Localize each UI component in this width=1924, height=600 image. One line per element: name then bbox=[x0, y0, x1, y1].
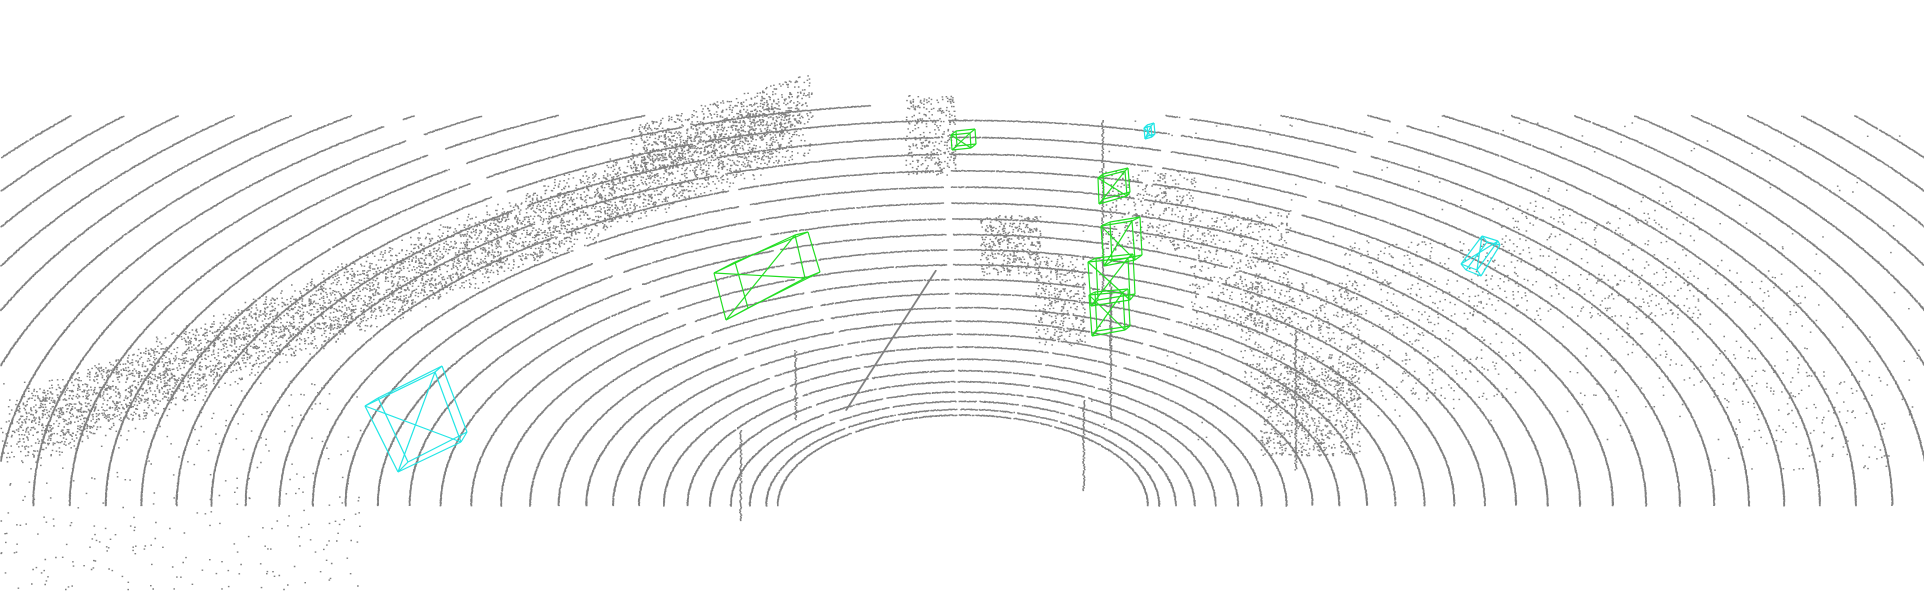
lidar-points bbox=[0, 75, 1924, 590]
point-cloud-dots bbox=[0, 75, 1924, 590]
green-box-far-small bbox=[951, 129, 976, 150]
